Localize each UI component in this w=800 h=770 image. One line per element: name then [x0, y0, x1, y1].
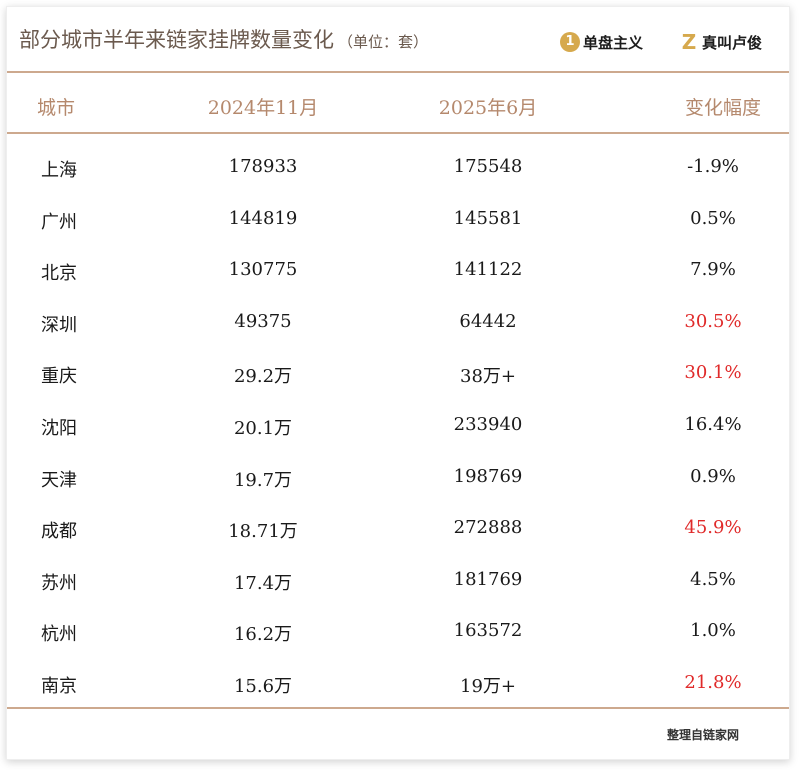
- z-logo-icon: Z: [681, 30, 697, 54]
- city-cell: 南京: [41, 675, 77, 697]
- footer-divider: [7, 707, 789, 709]
- table-row: 南京 15.6万 19万+ 21.8%: [7, 658, 789, 710]
- title-text: 部分城市半年来链家挂牌数量变化: [19, 28, 334, 52]
- jun-2025-cell: 141122: [453, 259, 523, 281]
- city-cell: 沈阳: [41, 417, 77, 439]
- table-body: 上海 178933 175548 -1.9% 广州 144819 145581 0.5% 北京 1…: [7, 142, 789, 710]
- city-cell: 成都: [41, 521, 77, 543]
- brand-name: 单盘主义: [583, 33, 644, 52]
- brand-zhenjiao-lujun: Z 真叫卢俊: [679, 29, 762, 55]
- jun-2025-cell: 64442: [459, 310, 517, 332]
- table-row: 成都 18.71万 272888 45.9%: [7, 503, 789, 555]
- page-title: 部分城市半年来链家挂牌数量变化 （单位：套）: [19, 24, 428, 54]
- city-cell: 北京: [41, 263, 77, 285]
- change-cell: 21.8%: [684, 671, 742, 693]
- table-row: 上海 178933 175548 -1.9%: [7, 142, 789, 194]
- city-cell: 广州: [41, 211, 77, 233]
- jun-2025-cell: 145581: [453, 207, 523, 229]
- table-row: 北京 130775 141122 7.9%: [7, 245, 789, 297]
- table-header: 城市 2024年11月 2025年6月 变化幅度: [7, 74, 789, 134]
- brand-single-plate: 1 单盘主义: [560, 29, 643, 55]
- header: 部分城市半年来链家挂牌数量变化 （单位：套） 1 单盘主义 Z 真叫卢俊: [7, 7, 789, 73]
- jun-2025-cell: 181769: [453, 568, 523, 590]
- jun-2025-cell: 163572: [453, 620, 523, 642]
- nov-2024-cell: 16.2万: [233, 624, 293, 646]
- change-cell: 30.1%: [684, 362, 742, 384]
- single-plate-logo-icon: 1: [560, 32, 580, 52]
- brand-name: 真叫卢俊: [702, 33, 763, 52]
- jun-2025-cell: 175548: [453, 156, 523, 177]
- change-cell: 30.5%: [684, 310, 742, 332]
- unit-label: （单位：套）: [338, 33, 429, 51]
- change-cell: -1.9%: [687, 156, 739, 177]
- nov-2024-cell: 49375: [234, 310, 292, 332]
- nov-2024-cell: 15.6万: [233, 675, 293, 697]
- nov-2024-cell: 29.2万: [233, 366, 293, 388]
- city-cell: 苏州: [41, 572, 77, 594]
- nov-2024-cell: 178933: [228, 156, 298, 177]
- change-cell: 4.5%: [690, 568, 736, 590]
- city-cell: 杭州: [41, 624, 77, 646]
- nov-2024-cell: 19.7万: [233, 469, 293, 491]
- source-note: 整理自链家网: [666, 728, 739, 742]
- nov-2024-cell: 144819: [228, 207, 298, 229]
- table-row: 广州 144819 145581 0.5%: [7, 194, 789, 246]
- jun-2025-cell: 272888: [453, 517, 523, 539]
- city-cell: 重庆: [41, 366, 77, 388]
- jun-2025-cell: 19万+: [460, 675, 516, 697]
- change-cell: 0.9%: [690, 465, 736, 487]
- nov-2024-cell: 20.1万: [233, 417, 293, 439]
- jun-2025-cell: 233940: [453, 413, 523, 435]
- table-row: 重庆 29.2万 38万+ 30.1%: [7, 348, 789, 400]
- jun-2025-cell: 38万+: [460, 366, 516, 388]
- table-row: 沈阳 20.1万 233940 16.4%: [7, 400, 789, 452]
- jun-2025-cell: 198769: [453, 465, 523, 487]
- change-cell: 1.0%: [690, 620, 736, 642]
- city-cell: 上海: [41, 160, 77, 181]
- change-cell: 45.9%: [684, 517, 742, 539]
- change-cell: 16.4%: [684, 413, 742, 435]
- table-row: 天津 19.7万 198769 0.9%: [7, 452, 789, 504]
- table-row: 苏州 17.4万 181769 4.5%: [7, 555, 789, 607]
- table-card: 部分城市半年来链家挂牌数量变化 （单位：套） 1 单盘主义 Z 真叫卢俊 城市 2…: [6, 6, 790, 760]
- city-cell: 天津: [41, 469, 77, 491]
- nov-2024-cell: 130775: [228, 259, 298, 281]
- column-header-city: 城市: [37, 97, 76, 119]
- table-row: 深圳 49375 64442 30.5%: [7, 297, 789, 349]
- nov-2024-cell: 17.4万: [233, 572, 293, 594]
- change-cell: 0.5%: [690, 207, 736, 229]
- change-cell: 7.9%: [690, 259, 736, 281]
- table-row: 杭州 16.2万 163572 1.0%: [7, 606, 789, 658]
- city-cell: 深圳: [41, 314, 77, 336]
- nov-2024-cell: 18.71万: [228, 521, 298, 543]
